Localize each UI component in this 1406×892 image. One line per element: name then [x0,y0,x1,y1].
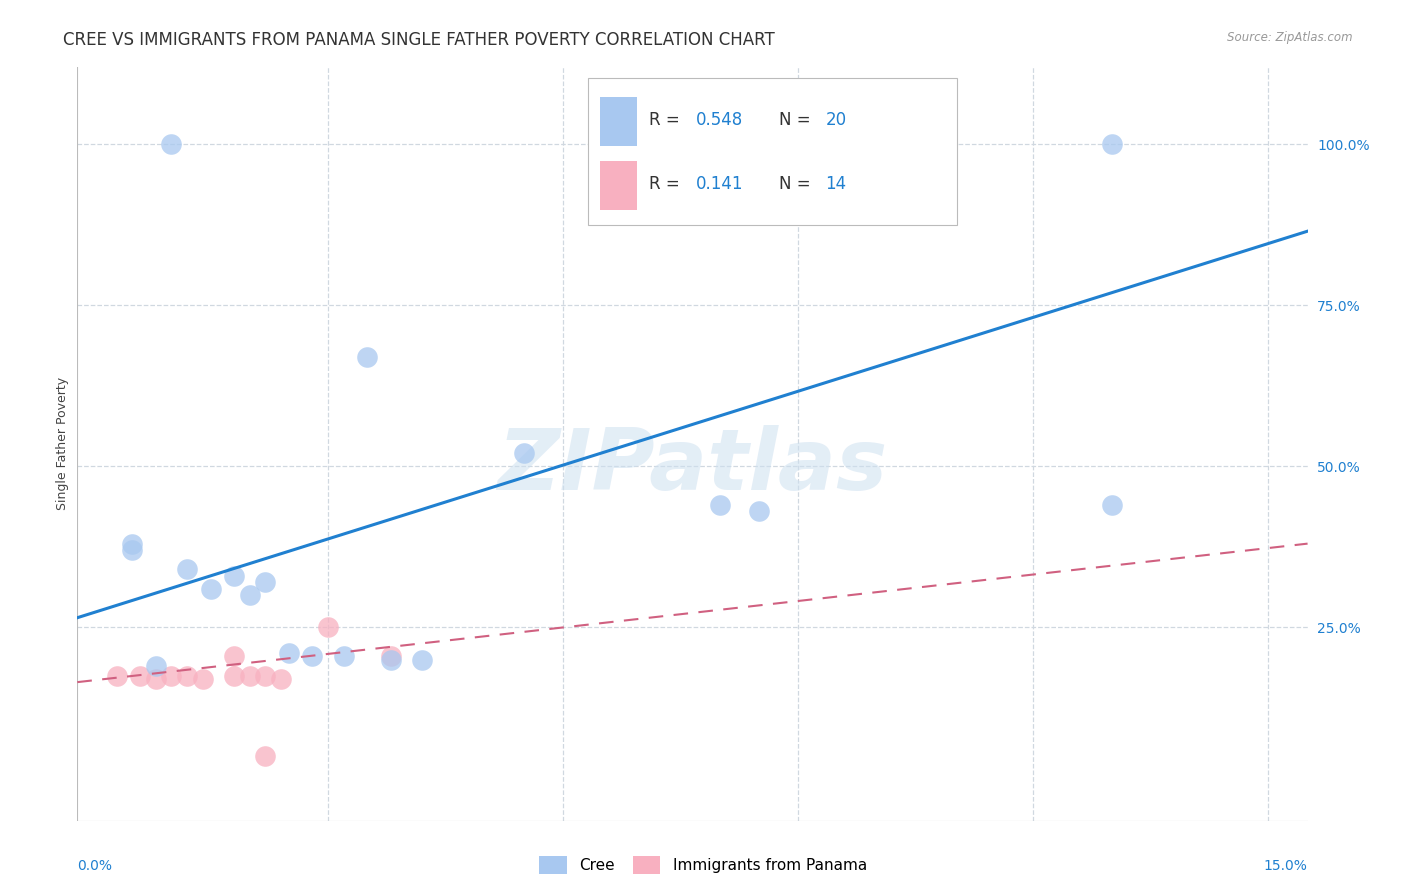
Text: 0.141: 0.141 [696,175,744,193]
Point [1101,137,1123,152]
Point [277,646,299,660]
Point [129,669,152,683]
Text: 0.0%: 0.0% [77,859,112,873]
Point [191,672,214,686]
Point [239,669,262,683]
Point [222,669,245,683]
Point [748,504,770,518]
Point [332,649,354,664]
Text: ZIPatlas: ZIPatlas [498,425,887,508]
Text: Source: ZipAtlas.com: Source: ZipAtlas.com [1227,31,1353,45]
Text: R =: R = [650,111,685,128]
Text: N =: N = [779,111,815,128]
Point [222,569,245,583]
Point [356,350,378,364]
Point [176,562,198,576]
Point [145,672,167,686]
Point [254,669,277,683]
Point [121,536,143,550]
Point [145,659,167,673]
Text: 20: 20 [825,111,846,128]
Text: 0.548: 0.548 [696,111,744,128]
Point [222,649,245,664]
Text: N =: N = [779,175,815,193]
Point [105,669,128,683]
Point [200,582,222,596]
Point [380,652,402,666]
Point [513,446,536,460]
Point [176,669,198,683]
Point [316,620,339,634]
Point [301,649,323,664]
Point [239,588,262,602]
Text: R =: R = [650,175,690,193]
Text: CREE VS IMMIGRANTS FROM PANAMA SINGLE FATHER POVERTY CORRELATION CHART: CREE VS IMMIGRANTS FROM PANAMA SINGLE FA… [63,31,775,49]
Legend: Cree, Immigrants from Panama: Cree, Immigrants from Panama [533,850,873,880]
Point [411,652,433,666]
Y-axis label: Single Father Poverty: Single Father Poverty [56,377,69,510]
Bar [600,161,637,211]
Text: 15.0%: 15.0% [1264,859,1308,873]
Bar [600,97,637,146]
Point [1101,498,1123,512]
Point [380,649,402,664]
FancyBboxPatch shape [588,78,957,225]
Point [270,672,292,686]
Point [160,669,183,683]
Point [709,498,731,512]
Point [121,543,143,558]
Point [160,137,183,152]
Text: 14: 14 [825,175,846,193]
Point [254,575,277,590]
Point [254,749,277,764]
